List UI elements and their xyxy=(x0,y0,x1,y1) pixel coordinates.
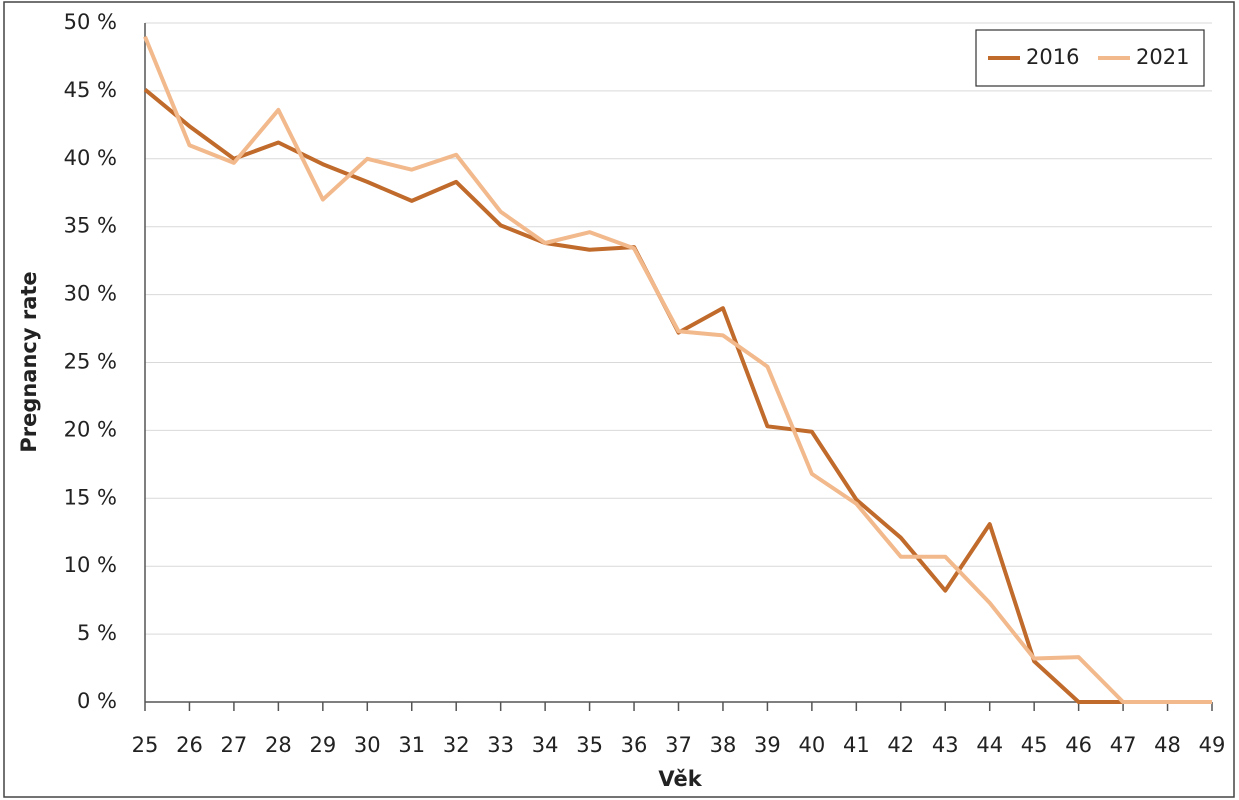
y-tick-label: 25 % xyxy=(64,350,117,374)
x-tick-label: 25 xyxy=(132,733,159,757)
y-tick-label: 10 % xyxy=(64,553,117,577)
y-tick-label: 15 % xyxy=(64,485,117,509)
y-tick-label: 5 % xyxy=(77,621,117,645)
x-tick-label: 34 xyxy=(532,733,559,757)
x-tick-label: 31 xyxy=(398,733,425,757)
legend-label: 2021 xyxy=(1136,45,1189,69)
y-tick-label: 50 % xyxy=(64,10,117,34)
y-tick-label: 40 % xyxy=(64,146,117,170)
x-tick-label: 33 xyxy=(487,733,514,757)
y-tick-label: 0 % xyxy=(77,689,117,713)
x-tick-label: 45 xyxy=(1021,733,1048,757)
x-tick-label: 44 xyxy=(976,733,1003,757)
x-tick-label: 37 xyxy=(665,733,692,757)
data-line xyxy=(143,35,1212,704)
x-tick-label: 42 xyxy=(887,733,914,757)
x-tick-label: 38 xyxy=(710,733,737,757)
chart-frame xyxy=(3,1,1235,798)
x-tick-label: 46 xyxy=(1065,733,1092,757)
x-tick-label: 32 xyxy=(443,733,470,757)
legend-label: 2016 xyxy=(1026,45,1079,69)
x-tick-label: 26 xyxy=(176,733,203,757)
x-axis-label: Věk xyxy=(658,767,702,791)
y-tick-label: 35 % xyxy=(64,214,117,238)
x-tick-label: 35 xyxy=(576,733,603,757)
x-tick-label: 28 xyxy=(265,733,292,757)
x-tick-label: 30 xyxy=(354,733,381,757)
x-tick-label: 36 xyxy=(621,733,648,757)
x-tick-label: 49 xyxy=(1199,733,1226,757)
x-tick-label: 39 xyxy=(754,733,781,757)
x-tick-label: 48 xyxy=(1154,733,1181,757)
x-tick-label: 27 xyxy=(221,733,248,757)
y-tick-label: 45 % xyxy=(64,78,117,102)
y-tick-label: 20 % xyxy=(64,417,117,441)
x-tick-label: 40 xyxy=(799,733,826,757)
y-tick-label: 30 % xyxy=(64,282,117,306)
x-tick-label: 43 xyxy=(932,733,959,757)
y-axis-label: Pregnancy rate xyxy=(17,271,41,452)
x-tick-label: 47 xyxy=(1110,733,1137,757)
x-tick-label: 41 xyxy=(843,733,870,757)
x-tick-label: 29 xyxy=(309,733,336,757)
